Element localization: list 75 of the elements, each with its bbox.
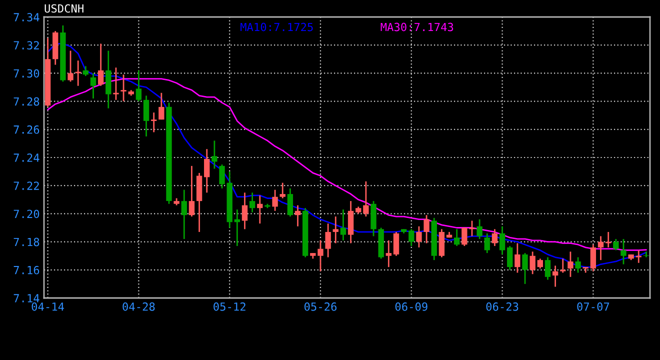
candlestick [90,72,96,100]
candlestick [416,226,422,248]
candlestick [287,188,294,218]
candlestick [363,180,369,218]
candlestick [514,242,520,274]
candlestick [280,182,286,199]
x-tick-label: 04-28 [122,302,155,311]
candlestick [348,200,354,244]
y-tick-label: 7.18 [14,238,40,246]
candlestick [113,66,119,101]
candlestick [476,218,482,240]
text: MA10:7.1725 [240,22,313,32]
x-tick-label: 05-26 [304,302,336,311]
candlestick [82,65,89,77]
candlestick [454,228,460,247]
candlestick [68,50,74,82]
x-tick-label: 05-12 [214,302,246,311]
candlestick [393,231,400,257]
text: MA30:7.1743 [380,22,454,32]
candlestick [272,189,278,212]
candlestick [507,245,513,271]
candlestick [522,252,528,285]
candlestick [257,194,263,224]
candlestick [552,264,558,288]
candlestick [636,250,642,264]
candlestick [575,256,581,274]
candlestick [537,258,544,270]
y-tick-label: 7.16 [14,266,40,274]
chart-title: USDCNH [44,4,84,13]
candlestick [136,70,142,102]
candlestick [212,140,218,170]
candlestick [150,112,157,133]
candlestick [620,238,626,265]
y-tick-label: 7.22 [14,182,39,190]
candlestick [560,258,566,274]
candlestick [484,232,490,254]
candlestick [188,165,195,218]
x-tick-label: 04-14 [32,302,64,311]
candlestick [249,192,256,213]
y-tick-label: 7.28 [14,97,40,106]
candlestick [492,228,498,247]
candlestick [530,250,536,275]
y-tick-label: 7.30 [14,69,40,78]
candlestick [294,204,301,228]
x-tick-label: 06-23 [486,302,518,311]
candlestick [158,92,164,120]
candlestick [340,208,346,242]
y-tick-label: 7.14 [14,294,40,302]
x-tick-label: 07-07 [577,302,610,311]
line-series [47,43,647,268]
y-tick-label: 7.20 [14,210,40,218]
candlestick [181,189,187,240]
y-tick-label: 7.24 [14,154,40,162]
y-tick-label: 7.26 [14,125,40,134]
candlestick [568,250,574,278]
candlestick [438,228,445,258]
candlestick [332,216,338,244]
candlestick [424,214,430,244]
candlestick [106,50,112,110]
candlestick [590,244,596,272]
candlestick [613,238,619,251]
candlestick [408,228,414,247]
candlestick [120,74,126,102]
x-tick-label: 06-09 [395,302,428,311]
candlestick [598,235,604,261]
candlestick [386,240,392,268]
candlestick [204,148,210,194]
candlestick [544,256,551,280]
candlestick [325,222,331,258]
candlestick [98,43,104,87]
y-tick-label: 7.34 [14,13,40,22]
candlestick [143,94,150,138]
y-tick-label: 7.32 [14,41,39,50]
candlestick [242,192,248,230]
candlestick [499,226,506,256]
